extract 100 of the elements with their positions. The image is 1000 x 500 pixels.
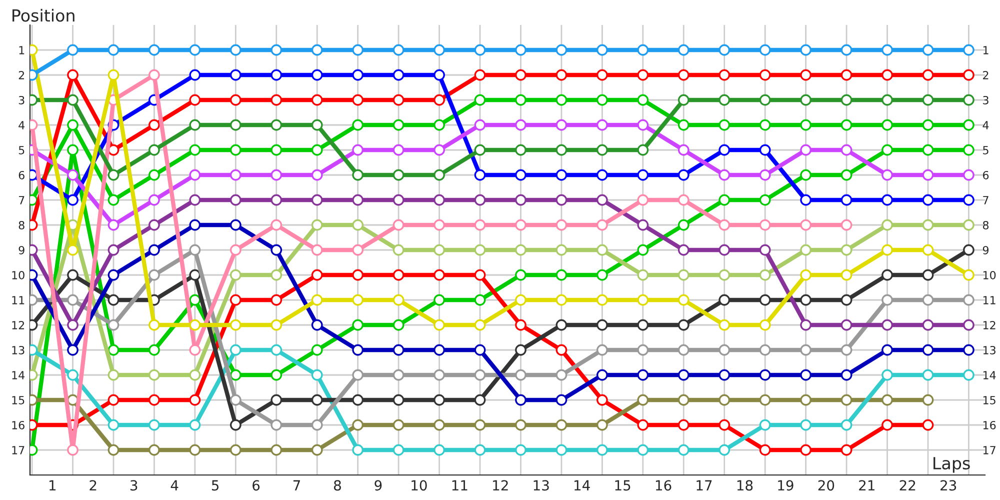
point	[759, 269, 771, 281]
y2-tick-label: 9	[982, 246, 989, 254]
point	[148, 119, 160, 131]
point	[922, 244, 934, 256]
point	[922, 394, 934, 406]
point	[352, 219, 364, 231]
point	[922, 44, 934, 56]
point	[882, 344, 893, 356]
point	[311, 169, 323, 181]
point	[678, 344, 690, 356]
y2-tick-label: 17	[983, 446, 996, 454]
point	[108, 194, 120, 206]
point	[637, 144, 649, 156]
point	[556, 219, 568, 231]
point	[352, 419, 364, 431]
y-tick-label: 13	[12, 346, 24, 354]
point	[108, 269, 120, 281]
point	[352, 444, 364, 456]
point	[311, 394, 323, 406]
point	[352, 369, 364, 381]
point	[434, 94, 445, 106]
point	[311, 69, 323, 81]
x-tick-label: 9	[374, 480, 382, 491]
point	[108, 44, 120, 56]
y-tick-label: 6	[18, 170, 24, 180]
point	[963, 319, 974, 331]
point	[474, 419, 486, 431]
point	[718, 444, 730, 456]
y2-tick-label: 1	[983, 46, 988, 54]
point	[678, 394, 690, 406]
point	[474, 94, 486, 106]
point	[596, 194, 608, 206]
point	[882, 419, 893, 431]
y-tick-label: 7	[18, 196, 24, 204]
point	[718, 394, 730, 406]
point	[922, 319, 934, 331]
x-tick-label: 13	[534, 480, 549, 491]
point	[108, 419, 120, 431]
point	[352, 394, 364, 406]
point	[759, 194, 771, 206]
point	[434, 444, 445, 456]
y-tick-label: 2	[18, 70, 24, 80]
point	[678, 319, 690, 331]
point	[108, 244, 120, 256]
point	[108, 69, 120, 81]
point	[840, 144, 852, 156]
point	[108, 344, 120, 356]
point	[922, 419, 934, 431]
point	[800, 344, 812, 356]
point	[311, 219, 323, 231]
point	[882, 44, 893, 56]
point	[270, 419, 282, 431]
point	[67, 69, 78, 81]
y-tick-label: 3	[18, 96, 24, 104]
point	[718, 344, 730, 356]
point	[637, 119, 649, 131]
point	[882, 319, 893, 331]
point	[434, 44, 445, 56]
point	[434, 169, 445, 181]
point	[596, 244, 608, 256]
point	[392, 144, 404, 156]
point	[759, 219, 771, 231]
point	[352, 119, 364, 131]
y2-tick-label: 11	[983, 296, 996, 304]
point	[67, 144, 78, 156]
point	[922, 194, 934, 206]
point	[230, 444, 242, 456]
point	[189, 194, 201, 206]
point	[352, 244, 364, 256]
x-tick-label: 8	[334, 480, 341, 491]
point	[270, 144, 282, 156]
point	[352, 294, 364, 306]
y2-tick-label: 7	[983, 196, 988, 204]
point	[678, 244, 690, 256]
point	[515, 94, 526, 106]
point	[718, 294, 730, 306]
point	[67, 319, 78, 331]
point	[270, 269, 282, 281]
y-tick-label: 12	[12, 320, 24, 330]
point	[882, 169, 893, 181]
point	[189, 419, 201, 431]
point	[596, 444, 608, 456]
point	[515, 444, 526, 456]
y-tick-label: 4	[18, 121, 25, 130]
point	[922, 269, 934, 281]
point	[718, 144, 730, 156]
point	[637, 344, 649, 356]
point	[963, 344, 974, 356]
point	[434, 344, 445, 356]
point	[596, 319, 608, 331]
point	[963, 244, 974, 256]
y2-tick-label: 5	[983, 146, 988, 154]
x-tick-label: 18	[737, 480, 753, 491]
point	[840, 44, 852, 56]
point	[270, 369, 282, 381]
point	[230, 344, 242, 356]
point	[108, 219, 120, 231]
point	[556, 244, 568, 256]
x-tick-label: 4	[170, 480, 178, 490]
point	[840, 194, 852, 206]
